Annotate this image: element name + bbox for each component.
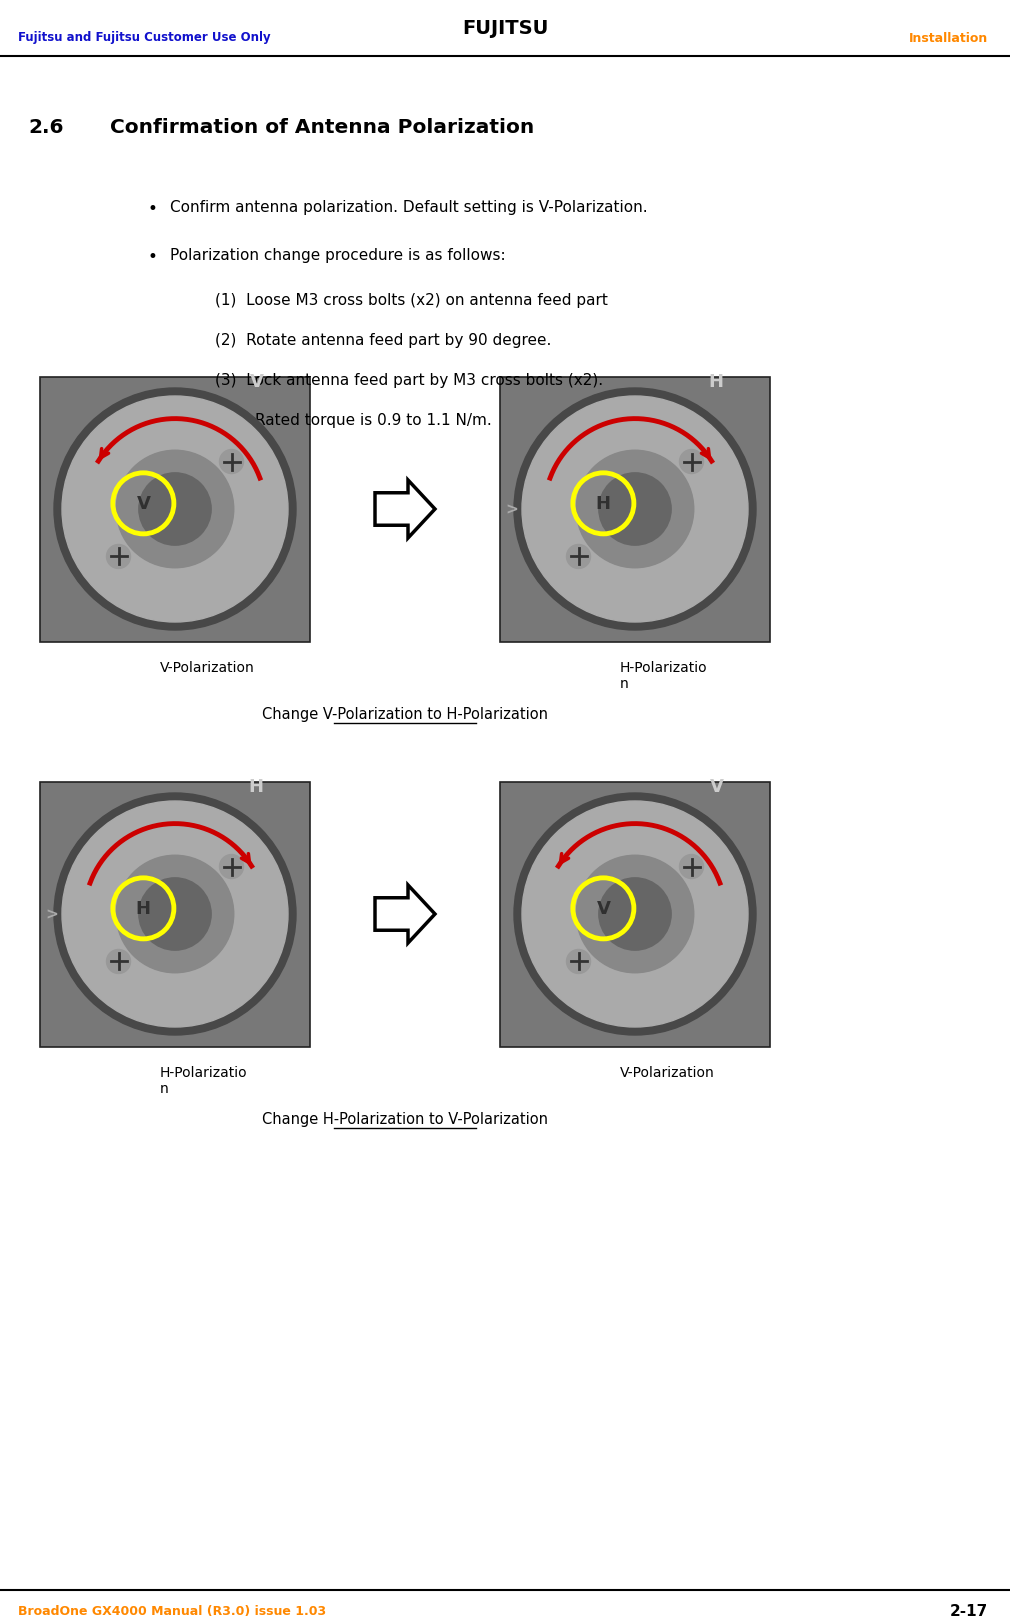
Circle shape [522,802,748,1027]
Text: Fujitsu and Fujitsu Customer Use Only: Fujitsu and Fujitsu Customer Use Only [18,31,271,44]
Circle shape [138,474,211,545]
Circle shape [567,949,591,974]
Circle shape [567,545,591,570]
Text: H-Polarizatio: H-Polarizatio [160,1065,247,1079]
Circle shape [138,878,211,951]
Circle shape [54,390,296,631]
Circle shape [54,794,296,1035]
Circle shape [106,949,130,974]
Text: FUJITSU: FUJITSU [462,18,548,37]
Text: H: H [248,777,264,795]
Text: •: • [148,200,158,217]
Text: H: H [136,899,150,917]
Text: n: n [620,677,629,690]
Circle shape [599,474,672,545]
Text: Confirmation of Antenna Polarization: Confirmation of Antenna Polarization [110,118,534,136]
Text: Change V-Polarization to H-Polarization: Change V-Polarization to H-Polarization [262,706,548,722]
Circle shape [219,855,243,880]
Text: V: V [597,899,610,917]
Text: Polarization change procedure is as follows:: Polarization change procedure is as foll… [170,248,506,263]
Text: V-Polarization: V-Polarization [620,1065,715,1079]
FancyBboxPatch shape [40,782,310,1047]
Text: Installation: Installation [909,31,988,44]
Text: V-Polarization: V-Polarization [160,661,255,675]
Circle shape [680,855,704,880]
Circle shape [62,802,288,1027]
Circle shape [599,878,672,951]
Circle shape [219,450,243,474]
Circle shape [62,396,288,623]
FancyBboxPatch shape [500,377,770,643]
Text: V: V [249,373,264,391]
Text: >: > [505,502,518,518]
Text: 2.6: 2.6 [28,118,64,136]
Text: H: H [709,373,724,391]
Circle shape [680,450,704,474]
Text: (2)  Rotate antenna feed part by 90 degree.: (2) Rotate antenna feed part by 90 degre… [215,333,551,347]
Text: V: V [136,495,150,513]
Text: V: V [709,777,723,795]
Circle shape [514,794,756,1035]
Circle shape [577,451,694,568]
Text: •: • [148,248,158,266]
Circle shape [514,390,756,631]
Text: H: H [596,495,611,513]
Circle shape [116,855,233,974]
Circle shape [577,855,694,974]
Text: Confirm antenna polarization. Default setting is V-Polarization.: Confirm antenna polarization. Default se… [170,200,647,214]
Text: Change H-Polarization to V-Polarization: Change H-Polarization to V-Polarization [262,1112,548,1126]
Text: >: > [45,907,58,922]
Text: Rated torque is 0.9 to 1.1 N/m.: Rated torque is 0.9 to 1.1 N/m. [255,412,492,428]
Text: H-Polarizatio: H-Polarizatio [620,661,708,675]
Circle shape [106,545,130,570]
Text: n: n [160,1081,169,1096]
Text: 2-17: 2-17 [949,1604,988,1618]
Circle shape [116,451,233,568]
FancyBboxPatch shape [500,782,770,1047]
Circle shape [522,396,748,623]
Text: BroadOne GX4000 Manual (R3.0) issue 1.03: BroadOne GX4000 Manual (R3.0) issue 1.03 [18,1605,326,1618]
FancyBboxPatch shape [40,377,310,643]
Text: (1)  Loose M3 cross bolts (x2) on antenna feed part: (1) Loose M3 cross bolts (x2) on antenna… [215,292,608,308]
Text: (3)  Lock antenna feed part by M3 cross bolts (x2).: (3) Lock antenna feed part by M3 cross b… [215,373,603,388]
